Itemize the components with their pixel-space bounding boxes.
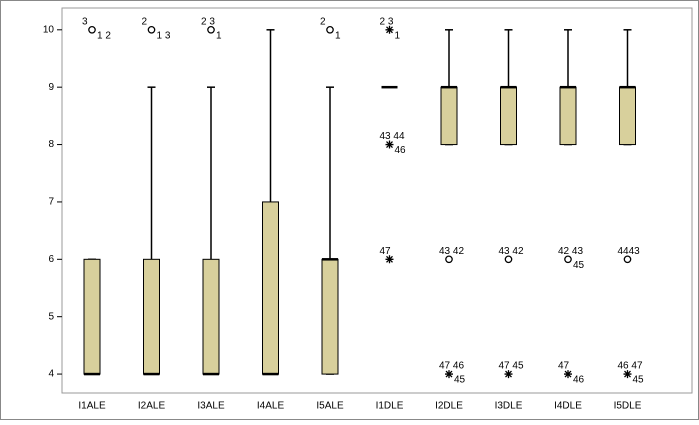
outlier-star <box>385 140 394 149</box>
y-tick-label: 9 <box>48 82 54 93</box>
outlier-circle <box>623 255 632 264</box>
outlier-label: 47 <box>558 361 570 372</box>
y-tick-label: 7 <box>48 197 54 208</box>
outlier-label: 4443 <box>618 246 641 257</box>
outlier-label: 45 <box>454 375 466 386</box>
outlier-label: 43 42 <box>439 246 464 257</box>
x-tick-label: I4DLE <box>554 401 582 412</box>
outlier-star <box>504 370 513 379</box>
outlier-star <box>385 255 394 264</box>
box <box>440 86 458 146</box>
outlier-label: 42 43 <box>558 246 583 257</box>
outlier-label: 3 <box>82 16 88 27</box>
x-tick-label: I1ALE <box>78 401 106 412</box>
y-tick-label: 10 <box>43 24 55 35</box>
x-tick-label: I5DLE <box>614 401 642 412</box>
box <box>143 258 160 375</box>
outlier-label: 47 45 <box>499 361 524 372</box>
outlier-label: 45 <box>633 375 645 386</box>
plot-area <box>61 7 693 394</box>
outlier-circle <box>88 25 96 34</box>
box <box>559 86 577 146</box>
outlier-label: 46 <box>573 375 585 386</box>
x-tick-label: I2ALE <box>138 401 166 412</box>
outlier-label: 2 3 <box>201 16 215 27</box>
outlier-star <box>623 370 632 379</box>
x-tick-label: I3ALE <box>197 401 225 412</box>
box <box>619 86 636 146</box>
outlier-circle <box>147 25 156 34</box>
outlier-label: 43 42 <box>499 246 524 257</box>
outlier-label: 45 <box>573 260 585 271</box>
outlier-label: 1 <box>395 30 401 41</box>
x-tick-label: I5ALE <box>316 401 344 412</box>
x-tick-label: I2DLE <box>435 401 463 412</box>
outlier-circle <box>504 255 513 264</box>
outlier-star <box>445 370 453 379</box>
outlier-label: 46 <box>395 145 407 156</box>
outlier-label: 46 47 <box>618 361 643 372</box>
box <box>321 258 339 375</box>
x-tick-label: I3DLE <box>495 401 523 412</box>
box <box>262 201 279 375</box>
outlier-label: 2 <box>320 16 326 27</box>
box <box>83 258 101 375</box>
outlier-label: 1 2 <box>97 30 111 41</box>
y-tick-label: 5 <box>48 311 54 322</box>
x-tick-label: I4ALE <box>257 401 285 412</box>
outlier-label: 1 <box>216 30 222 41</box>
outlier-star <box>385 25 394 34</box>
y-tick-label: 4 <box>48 369 54 380</box>
outlier-label: 2 <box>142 16 148 27</box>
outlier-label: 47 46 <box>439 361 464 372</box>
box <box>202 258 220 375</box>
outlier-circle <box>326 25 334 34</box>
outlier-circle <box>207 25 215 34</box>
outlier-circle <box>564 255 572 264</box>
outlier-label: 2 3 <box>380 16 394 27</box>
box <box>500 86 517 146</box>
outlier-star <box>564 370 572 379</box>
outlier-label: 1 3 <box>157 30 171 41</box>
outlier-label: 43 44 <box>380 131 405 142</box>
outlier-label: 1 <box>335 30 341 41</box>
x-tick-label: I1DLE <box>376 401 404 412</box>
outlier-circle <box>445 255 453 264</box>
outlier-label: 47 <box>380 246 392 257</box>
y-tick-label: 6 <box>48 254 54 265</box>
y-tick-label: 8 <box>48 139 54 150</box>
